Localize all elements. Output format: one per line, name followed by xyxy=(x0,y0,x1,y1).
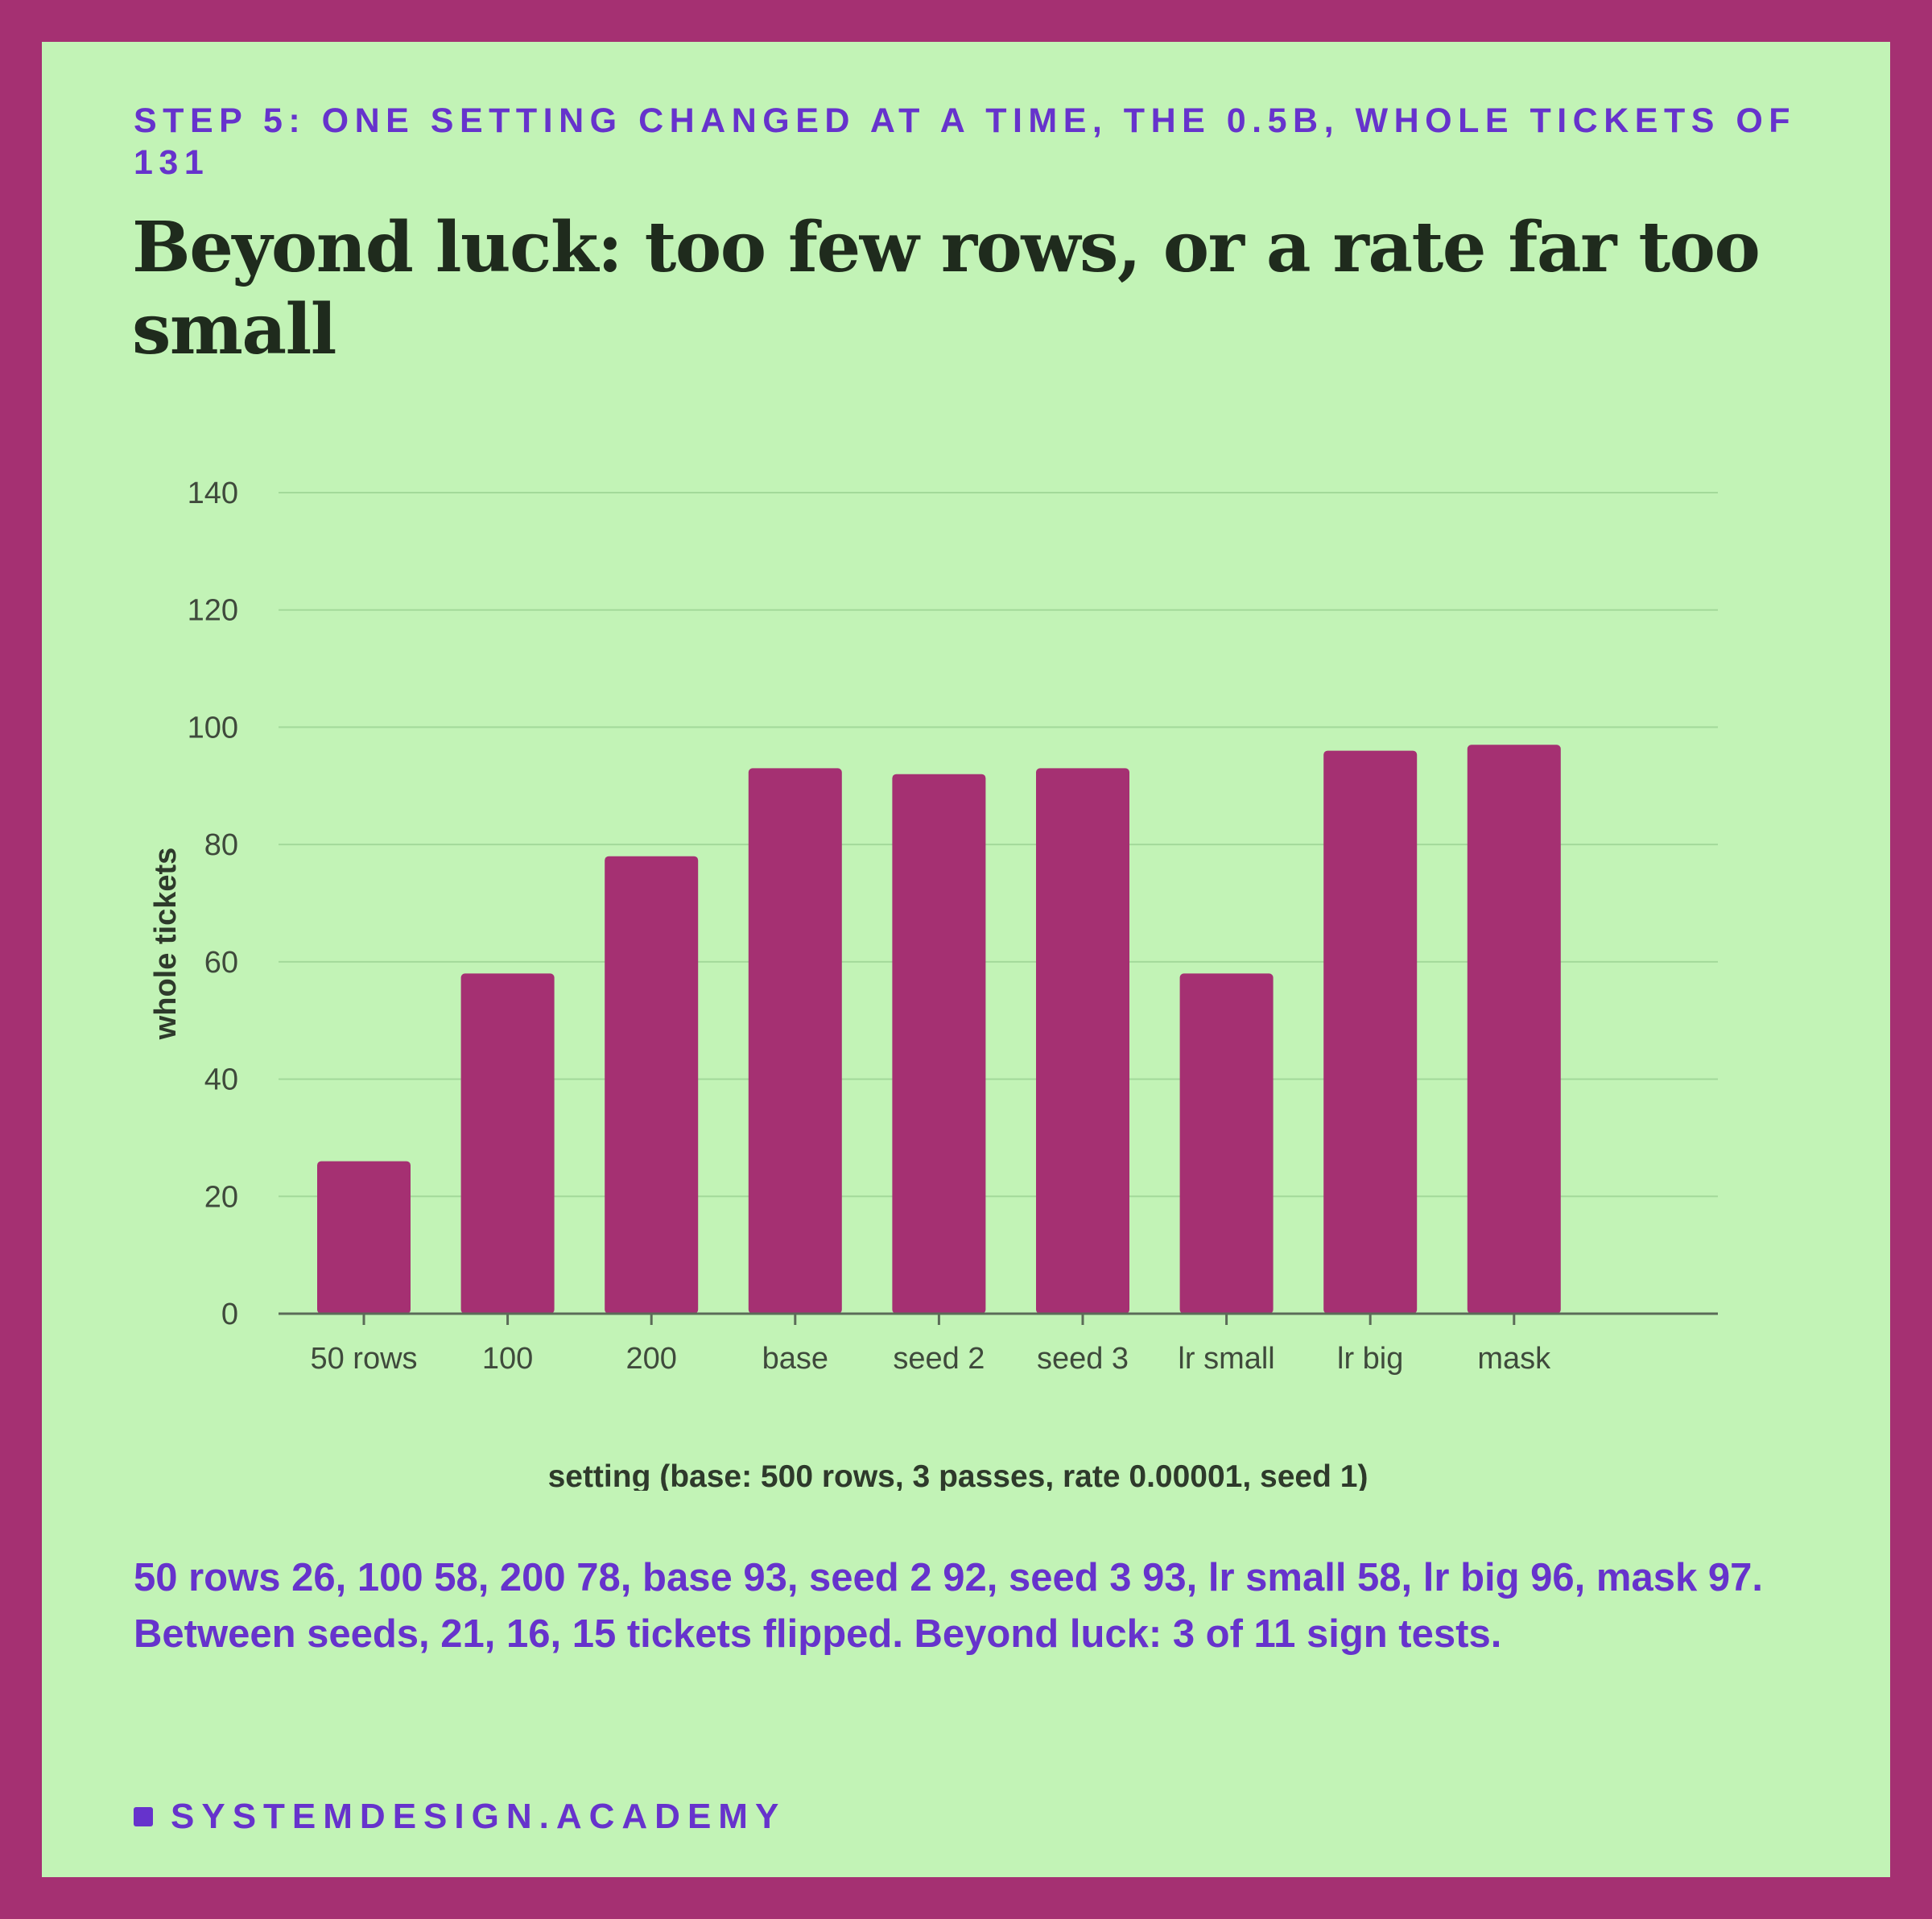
y-tick-label: 0 xyxy=(221,1298,238,1331)
y-tick-label: 20 xyxy=(204,1180,238,1214)
x-axis-title: setting (base: 500 rows, 3 passes, rate … xyxy=(548,1459,1368,1491)
y-tick-label: 80 xyxy=(204,828,238,862)
x-tick-label: 200 xyxy=(625,1342,676,1376)
x-tick-label: seed 3 xyxy=(1037,1342,1129,1376)
y-tick-label: 120 xyxy=(188,594,238,628)
x-tick-label: base xyxy=(762,1342,828,1376)
x-tick-label: lr small xyxy=(1178,1342,1274,1376)
bar xyxy=(1467,745,1561,1314)
brand-name: SYSTEMDESIGN.ACADEMY xyxy=(171,1797,786,1836)
bar xyxy=(1179,973,1274,1314)
x-tick-label: mask xyxy=(1477,1342,1551,1376)
y-tick-label: 140 xyxy=(188,477,238,510)
page-title: Beyond luck: too few rows, or a rate far… xyxy=(132,207,1761,370)
bar xyxy=(748,768,842,1314)
brand-square-icon xyxy=(134,1807,153,1826)
card: STEP 5: ONE SETTING CHANGED AT A TIME, T… xyxy=(42,42,1890,1877)
bar xyxy=(317,1161,411,1314)
x-tick-label: 50 rows xyxy=(310,1342,417,1376)
x-tick-label: seed 2 xyxy=(893,1342,985,1376)
bar xyxy=(1323,750,1418,1314)
bar xyxy=(605,856,699,1314)
bar xyxy=(892,774,986,1314)
bar xyxy=(1036,768,1129,1314)
eyebrow: STEP 5: ONE SETTING CHANGED AT A TIME, T… xyxy=(134,101,1797,182)
y-tick-label: 100 xyxy=(188,711,238,745)
summary-text: 50 rows 26, 100 58, 200 78, base 93, see… xyxy=(134,1556,1763,1656)
brand: SYSTEMDESIGN.ACADEMY xyxy=(134,1797,786,1837)
x-tick-label: 100 xyxy=(482,1342,533,1376)
bar xyxy=(460,973,555,1314)
x-tick-label: lr big xyxy=(1337,1342,1403,1376)
y-axis-title: whole tickets xyxy=(149,848,183,1041)
y-tick-label: 40 xyxy=(204,1063,238,1097)
y-tick-label: 60 xyxy=(204,946,238,980)
bar-chart: 0 20 40 60 80 100 120 140 50 rows 100 200 base seed … xyxy=(149,477,1718,1491)
